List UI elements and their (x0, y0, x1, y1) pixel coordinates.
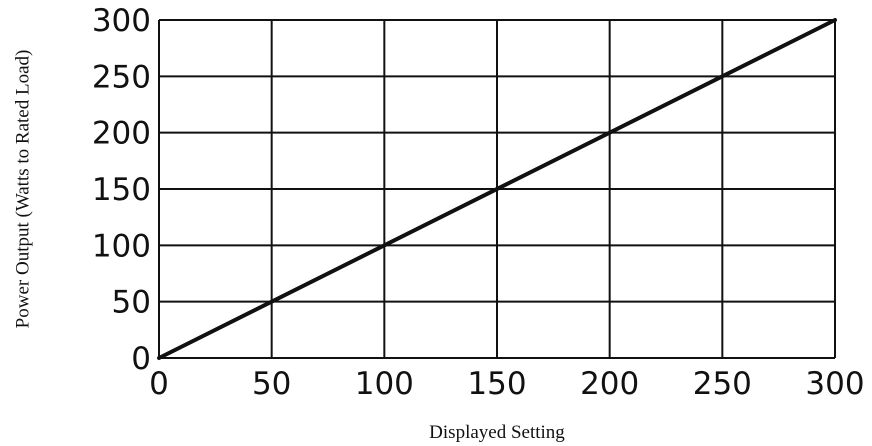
x-tick-label: 300 (805, 366, 864, 402)
y-tick-label: 100 (92, 228, 151, 264)
y-tick-label: 250 (92, 59, 151, 95)
x-tick-labels: 0 50 100 150 200 250 300 (149, 366, 864, 402)
y-tick-label: 300 (92, 3, 151, 39)
y-tick-label: 150 (92, 172, 151, 208)
x-tick-label: 150 (467, 366, 526, 402)
x-axis-label: Displayed Setting (429, 422, 565, 443)
series-line (157, 18, 837, 360)
x-tick-label: 0 (149, 366, 169, 402)
series-layer (157, 18, 837, 360)
y-tick-label: 50 (112, 285, 151, 321)
x-tick-label: 50 (252, 366, 291, 402)
x-tick-label: 200 (580, 366, 639, 402)
x-tick-label: 250 (693, 366, 752, 402)
y-tick-labels: 0 50 100 150 200 250 300 (92, 3, 151, 377)
y-axis-label: Power Output (Watts to Rated Load) (12, 50, 33, 329)
y-tick-label: 200 (92, 116, 151, 152)
y-tick-label: 0 (131, 341, 151, 377)
x-tick-label: 100 (355, 366, 414, 402)
